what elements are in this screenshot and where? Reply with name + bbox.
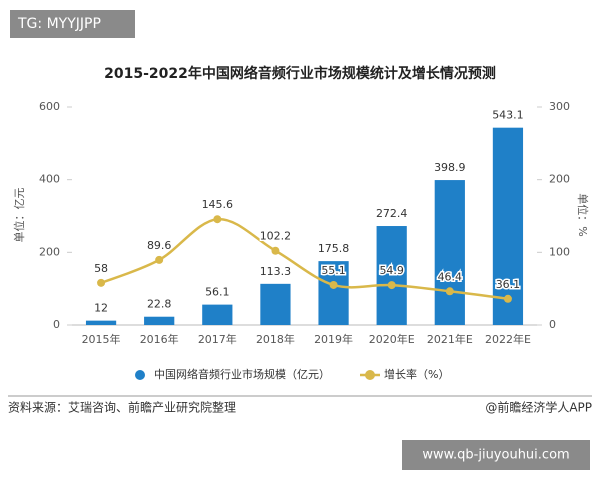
x-tick-label: 2017年	[198, 332, 237, 346]
y-tick-label: 400	[39, 173, 60, 186]
badge: TG: MYYJJPP	[17, 16, 101, 32]
source: 资料来源：艾瑞咨询、前瞻产业研究院整理	[8, 400, 236, 415]
line-marker	[387, 281, 396, 290]
line-marker	[97, 278, 106, 287]
bar-value-label: 398.9	[434, 161, 466, 174]
y-tick-label: 0	[53, 318, 60, 331]
bar	[260, 283, 291, 325]
line-value-label: 55.1	[321, 264, 346, 277]
bar	[376, 226, 407, 325]
y2-tick-label: 100	[549, 245, 570, 258]
legend-label: 增长率（%）	[384, 367, 449, 381]
line-marker	[213, 215, 222, 224]
line-value-label: 145.6	[202, 198, 234, 211]
line-marker	[329, 280, 338, 289]
legend-marker	[365, 370, 375, 380]
x-tick-label: 2021年E	[427, 332, 473, 346]
bar	[434, 180, 465, 325]
x-tick-label: 2019年	[314, 332, 353, 346]
watermark-box	[402, 440, 590, 470]
line	[100, 217, 509, 301]
watermark: www.qb-jiuyouhui.com	[422, 448, 569, 463]
line-value-label: 89.6	[147, 239, 172, 252]
bar-value-label: 22.8	[147, 298, 172, 311]
bar-value-label: 175.8	[318, 242, 350, 255]
line-marker	[445, 287, 454, 296]
bar-value-label: 12	[94, 302, 108, 315]
x-tick-label: 2016年	[140, 332, 179, 346]
line-value-label: 46.4	[438, 270, 463, 283]
line-value-label: 58	[94, 262, 108, 275]
badge-box	[10, 10, 135, 38]
y-tick-label: 600	[39, 100, 60, 113]
line-value-label: 102.2	[260, 230, 292, 243]
bar	[85, 320, 117, 325]
y2-tick-label: 0	[549, 318, 556, 331]
legend-marker	[135, 370, 145, 380]
bar-value-label: 113.3	[260, 265, 292, 278]
bar	[318, 261, 349, 325]
line-marker	[271, 246, 280, 255]
line-marker	[503, 294, 512, 303]
x-tick-label: 2015年	[82, 332, 121, 346]
y2-axis-label: 单位：%	[576, 193, 590, 236]
x-tick-label: 2022年E	[485, 332, 531, 346]
y2-tick-label: 200	[549, 173, 570, 186]
bar	[144, 316, 175, 325]
bar-value-label: 543.1	[492, 109, 524, 122]
x-tick-label: 2020年E	[369, 332, 415, 346]
y-tick-label: 200	[39, 245, 60, 258]
bar	[492, 127, 524, 325]
bar-value-label: 56.1	[205, 286, 230, 299]
bar-value-label: 272.4	[376, 207, 408, 220]
y-axis-label: 单位：亿元	[12, 188, 26, 243]
line-value-label: 54.9	[379, 264, 404, 277]
legend-label: 中国网络音频行业市场规模（亿元）	[154, 367, 330, 381]
chart-title: 2015-2022年中国网络音频行业市场规模统计及增长情况预测	[104, 65, 496, 82]
y2-tick-label: 300	[549, 100, 570, 113]
line-value-label: 36.1	[496, 278, 521, 291]
x-tick-label: 2018年	[256, 332, 295, 346]
credit: @前瞻经济学人APP	[485, 400, 592, 415]
bar	[202, 304, 233, 325]
line-marker	[155, 255, 164, 264]
